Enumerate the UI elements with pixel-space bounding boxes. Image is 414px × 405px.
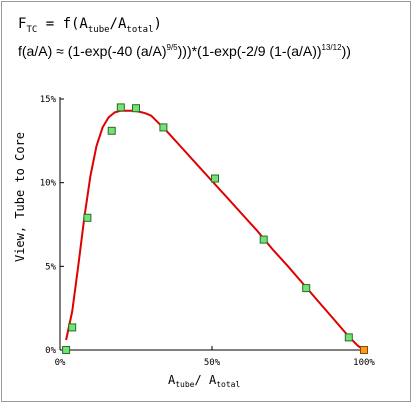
fit-curve	[65, 109, 365, 351]
data-point	[68, 323, 77, 332]
data-point-highlight	[360, 346, 368, 354]
y-tick-label: 15%	[40, 95, 57, 105]
data-point	[159, 123, 168, 132]
data-point	[302, 284, 311, 293]
data-point	[107, 126, 116, 135]
y-tick-label: 5%	[45, 262, 56, 272]
data-markers	[62, 103, 368, 354]
data-point	[211, 174, 219, 183]
chart-formula: f(a/A) ≈ (1-exp(-40 (a/A)9/5)))*(1-exp(-…	[18, 43, 351, 59]
x-axis-ticks: 0% 50% 100%	[55, 346, 375, 368]
y-axis-ticks: 0% 5% 10% 15%	[40, 95, 64, 356]
y-tick-label: 10%	[40, 179, 57, 189]
data-point	[259, 235, 268, 244]
chart-title: FTC = f(Atube/Atotal)	[18, 16, 162, 35]
data-point	[132, 104, 140, 113]
x-axis-label: Atube/ Atotal	[168, 373, 240, 389]
y-axis-label: View, Tube to Core	[13, 132, 27, 262]
y-tick-label: 0%	[45, 346, 56, 356]
data-point	[344, 333, 353, 342]
x-tick-label: 50%	[204, 358, 221, 368]
x-tick-label: 0%	[55, 358, 66, 368]
data-point	[62, 346, 71, 354]
data-point	[83, 213, 92, 222]
x-tick-label: 100%	[353, 358, 375, 368]
data-point	[116, 103, 125, 112]
